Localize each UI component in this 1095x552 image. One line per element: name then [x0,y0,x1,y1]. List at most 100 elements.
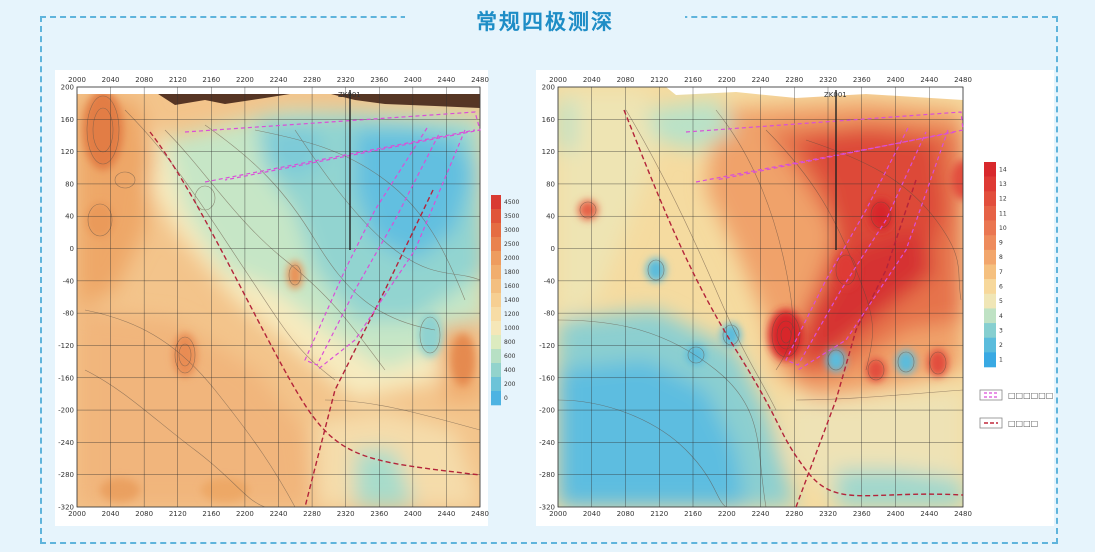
y-tick-label: 0 [70,245,74,253]
x-tick-label: 2080 [135,76,153,84]
legend-item-fault: □□□□ [979,417,1038,429]
x-tick-label: 2000 [68,510,86,518]
colorbar-swatch [491,209,501,224]
legend: □□□□□□ □□□□ [979,389,1053,429]
colorbar-tick-label: 11 [999,210,1007,217]
grid-lines [557,86,964,508]
interpretation-lines [623,90,964,508]
colorbar-tick-label: 1 [999,357,1003,364]
colorbar-tick-label: 12 [999,196,1007,203]
colorbar-swatch [491,251,501,266]
colorbar-tick-label: 1000 [504,325,519,332]
colorbar-swatch [984,162,996,177]
colorbar-swatch [984,323,996,339]
y-tick-label: -40 [63,277,74,285]
y-tick-label: 200 [542,84,555,92]
colorbar-tick-label: 8 [999,254,1003,261]
colorbar-swatch [491,279,501,294]
colorbar-swatch [491,349,501,364]
y-tick-label: -320 [539,504,555,512]
colorbar-tick-label: 200 [504,381,516,388]
y-tick-label: -240 [58,439,74,447]
x-tick-label: 2320 [819,76,837,84]
x-tick-label: 2200 [236,510,254,518]
x-tick-label: 2240 [752,76,770,84]
y-tick-label: -320 [58,504,74,512]
x-tick-label: 2240 [752,510,770,518]
colorbar-swatch [984,279,996,295]
colorbar-swatch [984,220,996,236]
colorbar-swatch [984,308,996,324]
legend-item-boundary: □□□□□□ [979,389,1053,401]
colorbar-swatch [984,337,996,353]
colorbar-tick-label: 3500 [504,213,519,220]
y-tick-label: 160 [542,116,555,124]
colorbar-tick-label: 3 [999,327,1003,334]
chargeability-section-panel: ZK001 2000 2040 2080 2120 2160 2200 2240 2280 23… [536,70,1054,526]
colorbar-swatch [491,237,501,252]
colorbar-swatch [984,235,996,251]
colorbar-swatch [984,191,996,207]
y-tick-label: 40 [65,213,74,221]
x-tick-label: 2080 [617,76,635,84]
legend-label: □□□□ [1008,419,1038,428]
colorbar-tick-label: 800 [504,339,516,346]
colorbar-swatch [491,363,501,378]
x-tick-label: 2280 [785,76,803,84]
colorbar: 14 13 12 11 10 9 8 7 6 5 4 3 2 1 [984,162,1007,368]
x-tick-label: 2480 [954,76,972,84]
x-tick-label: 2280 [303,510,321,518]
colorbar-swatch [491,293,501,308]
y-tick-label: 120 [61,148,74,156]
x-tick-label: 2120 [169,76,187,84]
x-tick-label: 2280 [785,510,803,518]
x-axis-top: 2000 2040 2080 2120 2160 2200 2240 2280 2320 2360… [68,76,489,84]
colorbar-tick-label: 14 [999,166,1007,173]
colorbar-tick-label: 1200 [504,311,519,318]
colorbar-swatch [491,335,501,350]
y-tick-label: -280 [539,471,555,479]
x-tick-label: 2360 [853,510,871,518]
borehole-label: ZK001 [338,91,361,99]
x-tick-label: 2120 [650,510,668,518]
y-tick-label: -160 [539,374,555,382]
x-tick-label: 2200 [718,76,736,84]
x-tick-label: 2480 [954,510,972,518]
colorbar-swatch [984,176,996,192]
colorbar-tick-label: 5 [999,298,1003,305]
y-tick-label: -200 [539,407,555,415]
colorbar-tick-label: 2500 [504,241,519,248]
colorbar-swatch [491,377,501,392]
colorbar-tick-label: 600 [504,353,516,360]
y-tick-label: -80 [63,310,74,318]
x-tick-label: 2480 [471,76,489,84]
colorbar-tick-label: 13 [999,181,1007,188]
x-tick-label: 2360 [853,76,871,84]
x-tick-label: 2320 [819,510,837,518]
borehole-label: ZK001 [824,91,847,99]
colorbar-tick-label: 10 [999,225,1007,232]
colorbar-swatch [491,265,501,280]
x-tick-label: 2320 [337,76,355,84]
chargeability-section-chart: ZK001 2000 2040 2080 2120 2160 2200 2240 2280 23… [539,76,1053,518]
x-tick-label: 2400 [887,76,905,84]
x-tick-label: 2040 [102,510,120,518]
colorbar-swatch [984,205,996,221]
x-tick-label: 2000 [549,510,567,518]
x-tick-label: 2480 [471,510,489,518]
title-background [405,4,685,34]
colorbar-tick-label: 2 [999,342,1003,349]
colorbar-tick-label: 0 [504,395,508,402]
x-tick-label: 2360 [370,510,388,518]
colorbar-tick-label: 1600 [504,283,519,290]
x-tick-label: 2200 [236,76,254,84]
colorbar-swatch [984,249,996,265]
y-axis: 200 160 120 80 40 0 -40 -80 -120 -160 -200 -240 -280… [539,84,555,512]
colorbar-tick-label: 1800 [504,269,519,276]
y-tick-label: -120 [539,342,555,350]
x-tick-label: 2440 [438,76,456,84]
colorbar-swatch [491,307,501,322]
x-tick-label: 2040 [102,76,120,84]
resistivity-section-panel: ZK001 2000 2040 2080 2120 2160 2200 2240 2280 23… [55,70,519,526]
colorbar-swatch [491,321,501,336]
